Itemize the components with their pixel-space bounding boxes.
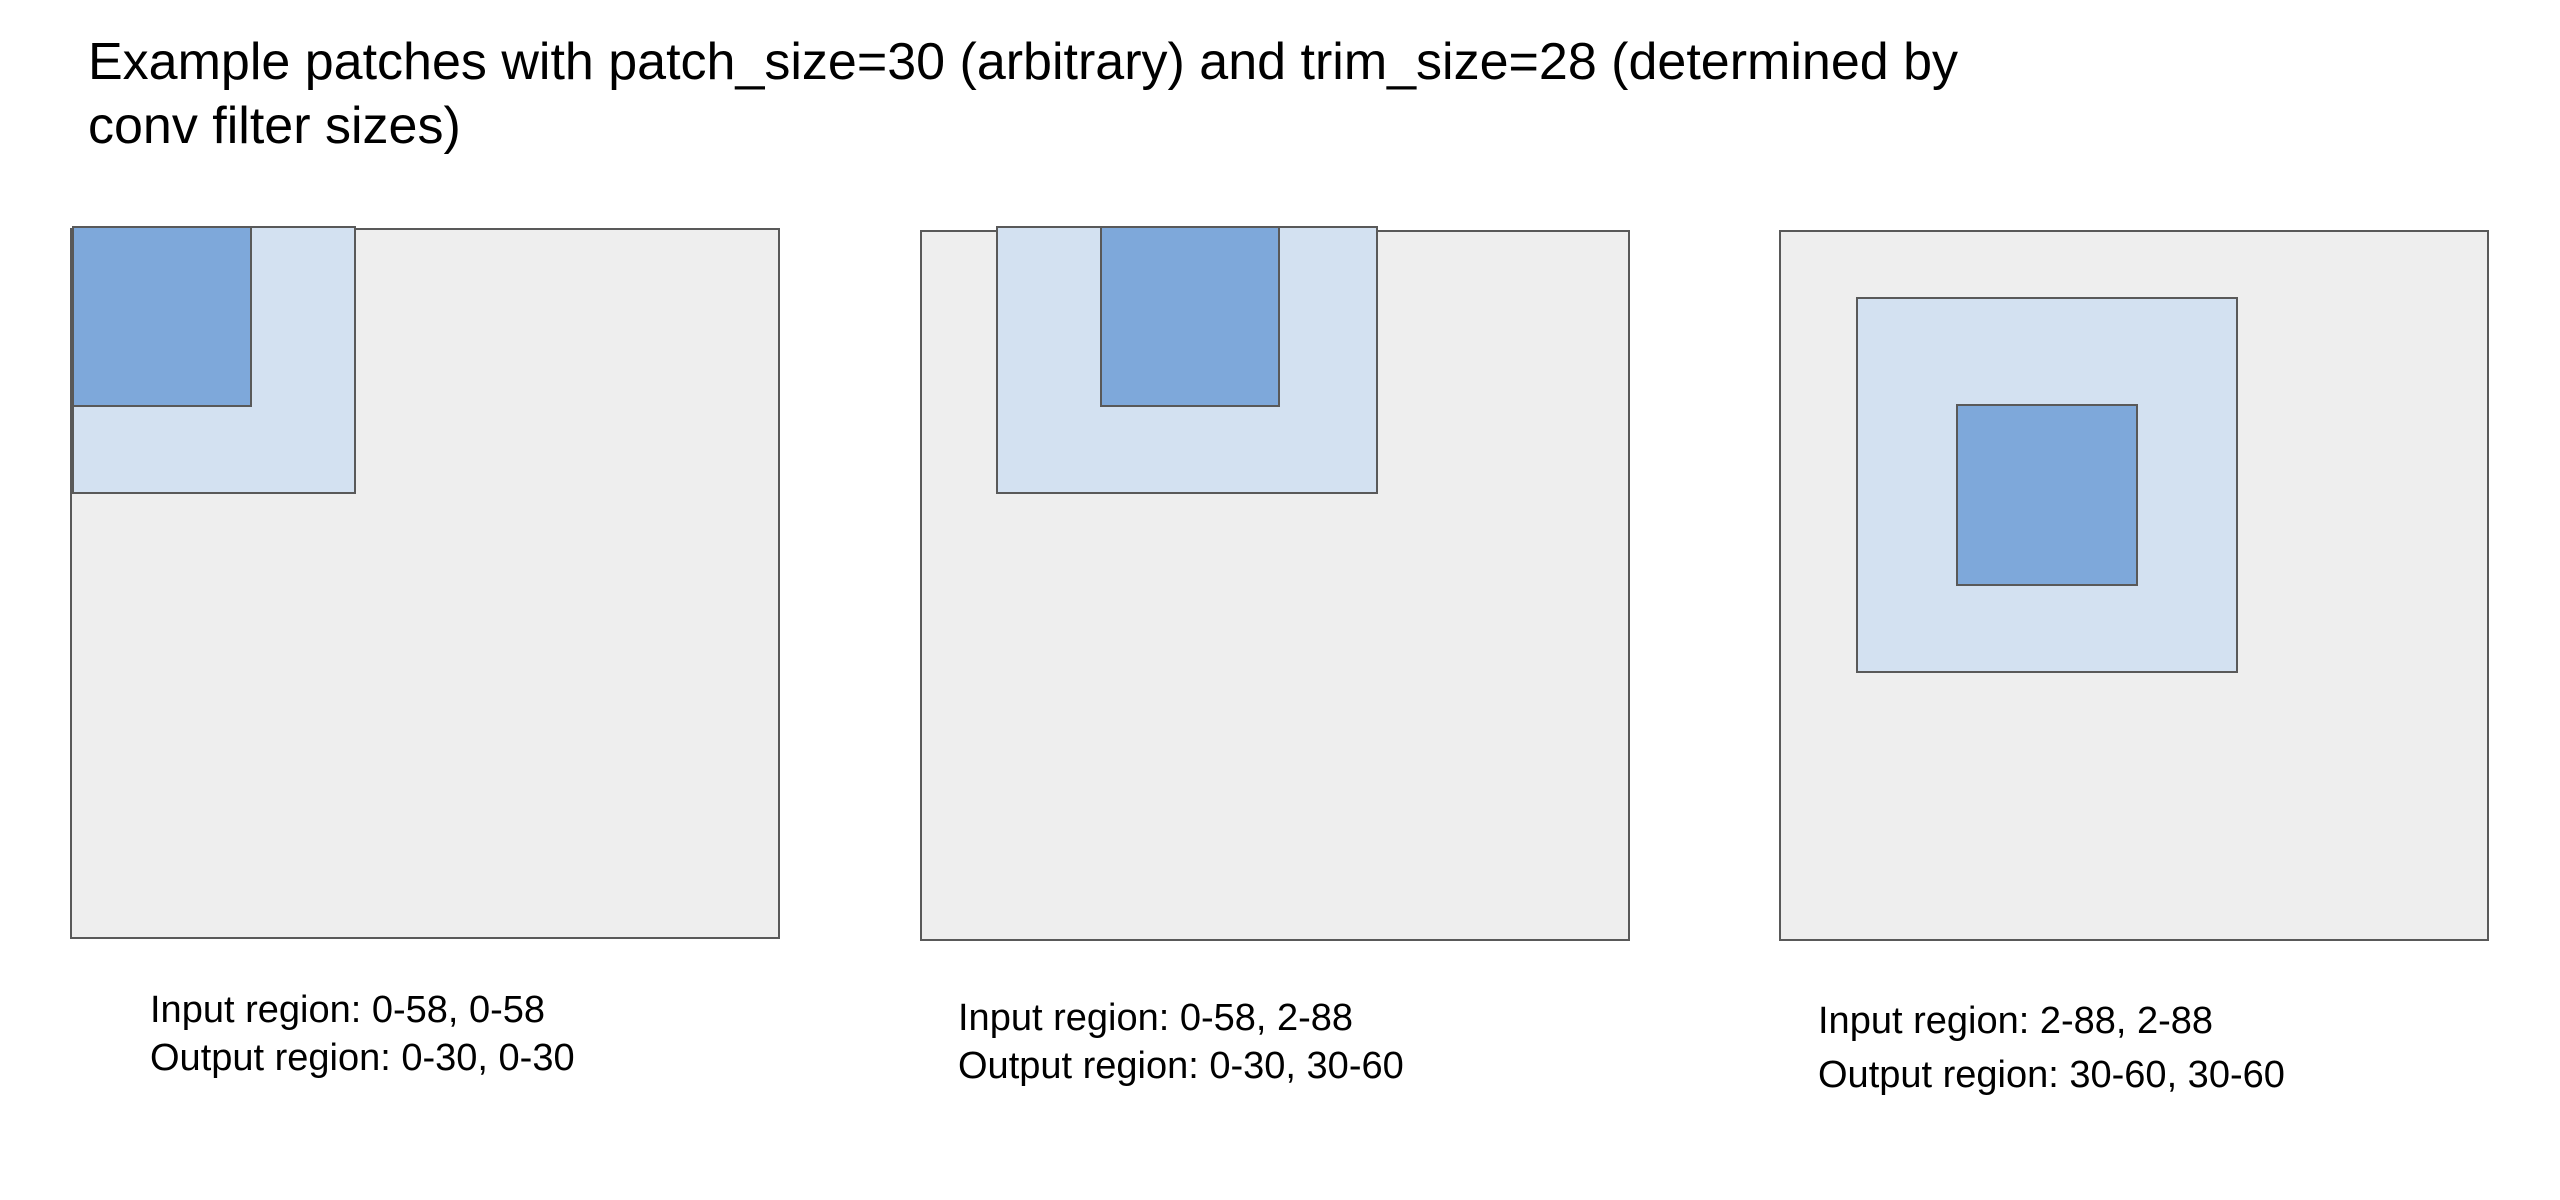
output-region-3	[1956, 404, 2138, 586]
output-region-label-2: Output region: 0-30, 30-60	[958, 1045, 1404, 1087]
input-region-label-1: Input region: 0-58, 0-58	[150, 989, 546, 1031]
input-region-label-2: Input region: 0-58, 2-88	[958, 997, 1354, 1039]
output-region-label-1: Output region: 0-30, 0-30	[150, 1037, 575, 1079]
output-region-1	[72, 226, 252, 407]
caption-2: Input region: 0-58, 2-88 Output region: …	[958, 994, 1404, 1090]
input-region-label-3: Input region: 2-88, 2-88	[1818, 1000, 2214, 1042]
diagram-title: Example patches with patch_size=30 (arbi…	[88, 33, 1959, 155]
output-region-label-3: Output region: 30-60, 30-60	[1818, 1054, 2285, 1096]
output-region-2	[1100, 226, 1280, 407]
caption-1: Input region: 0-58, 0-58 Output region: …	[150, 986, 575, 1082]
caption-3: Input region: 2-88, 2-88 Output region: …	[1818, 994, 2285, 1102]
